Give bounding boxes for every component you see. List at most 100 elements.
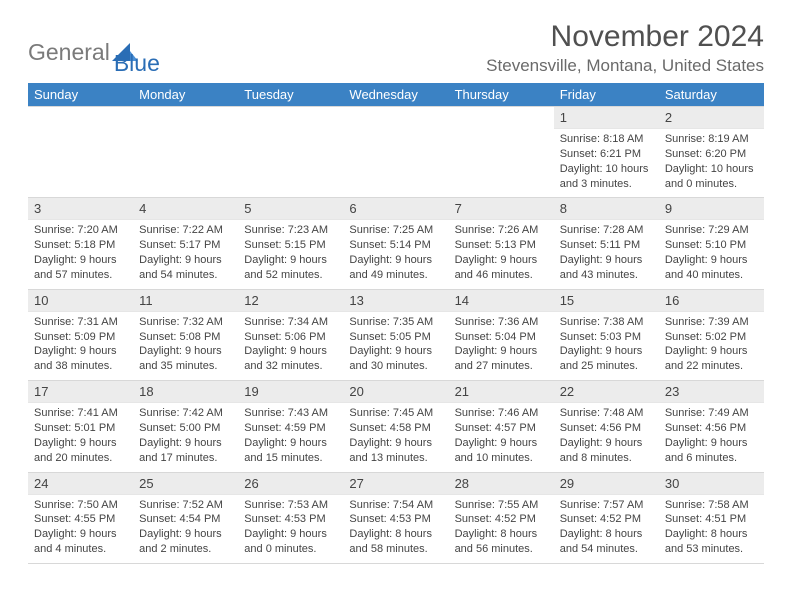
day-details: Sunrise: 7:35 AMSunset: 5:05 PMDaylight:…	[343, 312, 448, 380]
day-number: 21	[449, 381, 554, 403]
day-cell: 5Sunrise: 7:23 AMSunset: 5:15 PMDaylight…	[238, 198, 343, 289]
weekday-header: Saturday	[659, 83, 764, 107]
day-details: Sunrise: 7:28 AMSunset: 5:11 PMDaylight:…	[554, 220, 659, 288]
sunset-text: Sunset: 5:11 PM	[560, 238, 653, 253]
sunrise-text: Sunrise: 7:39 AM	[665, 315, 758, 330]
day-cell: 30Sunrise: 7:58 AMSunset: 4:51 PMDayligh…	[659, 472, 764, 563]
day-cell: 10Sunrise: 7:31 AMSunset: 5:09 PMDayligh…	[28, 289, 133, 380]
daylight-text: Daylight: 9 hours and 4 minutes.	[34, 527, 127, 557]
day-number: 27	[343, 473, 448, 495]
sunrise-text: Sunrise: 8:18 AM	[560, 132, 653, 147]
sunset-text: Sunset: 5:10 PM	[665, 238, 758, 253]
day-number: 10	[28, 290, 133, 312]
day-details: Sunrise: 7:36 AMSunset: 5:04 PMDaylight:…	[449, 312, 554, 380]
day-number: 9	[659, 198, 764, 220]
sunrise-text: Sunrise: 7:38 AM	[560, 315, 653, 330]
day-cell: 1 Sunrise: 8:18 AMSunset: 6:21 PMDaylight…	[554, 107, 659, 198]
day-details: Sunrise: 7:42 AMSunset: 5:00 PMDaylight:…	[133, 403, 238, 471]
day-cell: 6Sunrise: 7:25 AMSunset: 5:14 PMDaylight…	[343, 198, 448, 289]
sunrise-text: Sunrise: 7:20 AM	[34, 223, 127, 238]
daylight-text: Daylight: 9 hours and 30 minutes.	[349, 344, 442, 374]
month-title: November 2024	[486, 20, 764, 54]
sunrise-text: Sunrise: 7:22 AM	[139, 223, 232, 238]
daylight-text: Daylight: 9 hours and 43 minutes.	[560, 253, 653, 283]
sunrise-text: Sunrise: 7:35 AM	[349, 315, 442, 330]
weekday-header: Tuesday	[238, 83, 343, 107]
sunrise-text: Sunrise: 7:42 AM	[139, 406, 232, 421]
day-details: Sunrise: 8:19 AMSunset: 6:20 PMDaylight:…	[659, 129, 764, 197]
daylight-text: Daylight: 8 hours and 53 minutes.	[665, 527, 758, 557]
sunset-text: Sunset: 5:15 PM	[244, 238, 337, 253]
day-number: 28	[449, 473, 554, 495]
day-details: Sunrise: 7:54 AMSunset: 4:53 PMDaylight:…	[343, 495, 448, 563]
day-cell: 19Sunrise: 7:43 AMSunset: 4:59 PMDayligh…	[238, 381, 343, 472]
day-cell: 17Sunrise: 7:41 AMSunset: 5:01 PMDayligh…	[28, 381, 133, 472]
sunset-text: Sunset: 5:08 PM	[139, 330, 232, 345]
day-number: 12	[238, 290, 343, 312]
day-details: Sunrise: 7:34 AMSunset: 5:06 PMDaylight:…	[238, 312, 343, 380]
sunset-text: Sunset: 5:17 PM	[139, 238, 232, 253]
day-details: Sunrise: 7:38 AMSunset: 5:03 PMDaylight:…	[554, 312, 659, 380]
sunset-text: Sunset: 6:20 PM	[665, 147, 758, 162]
day-cell: 21Sunrise: 7:46 AMSunset: 4:57 PMDayligh…	[449, 381, 554, 472]
daylight-text: Daylight: 9 hours and 38 minutes.	[34, 344, 127, 374]
day-number: 22	[554, 381, 659, 403]
day-number: 26	[238, 473, 343, 495]
sunset-text: Sunset: 6:21 PM	[560, 147, 653, 162]
day-number: 13	[343, 290, 448, 312]
day-details: Sunrise: 7:43 AMSunset: 4:59 PMDaylight:…	[238, 403, 343, 471]
sunrise-text: Sunrise: 8:19 AM	[665, 132, 758, 147]
empty-day-cell	[238, 107, 343, 198]
day-details: Sunrise: 7:52 AMSunset: 4:54 PMDaylight:…	[133, 495, 238, 563]
day-number: 6	[343, 198, 448, 220]
daylight-text: Daylight: 10 hours and 3 minutes.	[560, 162, 653, 192]
day-details: Sunrise: 7:45 AMSunset: 4:58 PMDaylight:…	[343, 403, 448, 471]
sunrise-text: Sunrise: 7:52 AM	[139, 498, 232, 513]
empty-day-cell	[28, 107, 133, 198]
day-cell: 8Sunrise: 7:28 AMSunset: 5:11 PMDaylight…	[554, 198, 659, 289]
day-cell: 14Sunrise: 7:36 AMSunset: 5:04 PMDayligh…	[449, 289, 554, 380]
daylight-text: Daylight: 8 hours and 54 minutes.	[560, 527, 653, 557]
day-number: 14	[449, 290, 554, 312]
day-cell: 2Sunrise: 8:19 AMSunset: 6:20 PMDaylight…	[659, 107, 764, 198]
sunset-text: Sunset: 5:05 PM	[349, 330, 442, 345]
sunset-text: Sunset: 5:01 PM	[34, 421, 127, 436]
daylight-text: Daylight: 9 hours and 35 minutes.	[139, 344, 232, 374]
sunrise-text: Sunrise: 7:36 AM	[455, 315, 548, 330]
sunset-text: Sunset: 5:02 PM	[665, 330, 758, 345]
day-cell: 23Sunrise: 7:49 AMSunset: 4:56 PMDayligh…	[659, 381, 764, 472]
day-cell: 24Sunrise: 7:50 AMSunset: 4:55 PMDayligh…	[28, 472, 133, 563]
day-details: Sunrise: 7:53 AMSunset: 4:53 PMDaylight:…	[238, 495, 343, 563]
calendar-table: SundayMondayTuesdayWednesdayThursdayFrid…	[28, 83, 764, 564]
sunset-text: Sunset: 5:18 PM	[34, 238, 127, 253]
sunset-text: Sunset: 5:04 PM	[455, 330, 548, 345]
day-number: 2	[659, 107, 764, 129]
day-number: 18	[133, 381, 238, 403]
daylight-text: Daylight: 9 hours and 40 minutes.	[665, 253, 758, 283]
daylight-text: Daylight: 9 hours and 17 minutes.	[139, 436, 232, 466]
sunrise-text: Sunrise: 7:57 AM	[560, 498, 653, 513]
daylight-text: Daylight: 9 hours and 0 minutes.	[244, 527, 337, 557]
day-number: 1	[554, 107, 659, 129]
daylight-text: Daylight: 9 hours and 6 minutes.	[665, 436, 758, 466]
daylight-text: Daylight: 9 hours and 49 minutes.	[349, 253, 442, 283]
sunset-text: Sunset: 5:13 PM	[455, 238, 548, 253]
day-number: 30	[659, 473, 764, 495]
day-details: Sunrise: 7:48 AMSunset: 4:56 PMDaylight:…	[554, 403, 659, 471]
daylight-text: Daylight: 9 hours and 2 minutes.	[139, 527, 232, 557]
day-number: 19	[238, 381, 343, 403]
weekday-header: Thursday	[449, 83, 554, 107]
sunrise-text: Sunrise: 7:58 AM	[665, 498, 758, 513]
empty-day-cell	[343, 107, 448, 198]
sunrise-text: Sunrise: 7:46 AM	[455, 406, 548, 421]
sunrise-text: Sunrise: 7:29 AM	[665, 223, 758, 238]
day-cell: 29Sunrise: 7:57 AMSunset: 4:52 PMDayligh…	[554, 472, 659, 563]
day-details: Sunrise: 7:55 AMSunset: 4:52 PMDaylight:…	[449, 495, 554, 563]
sunrise-text: Sunrise: 7:53 AM	[244, 498, 337, 513]
daylight-text: Daylight: 10 hours and 0 minutes.	[665, 162, 758, 192]
sunset-text: Sunset: 4:56 PM	[560, 421, 653, 436]
sunrise-text: Sunrise: 7:31 AM	[34, 315, 127, 330]
logo-word-2: Blue	[114, 50, 160, 77]
sunset-text: Sunset: 4:55 PM	[34, 512, 127, 527]
daylight-text: Daylight: 9 hours and 13 minutes.	[349, 436, 442, 466]
